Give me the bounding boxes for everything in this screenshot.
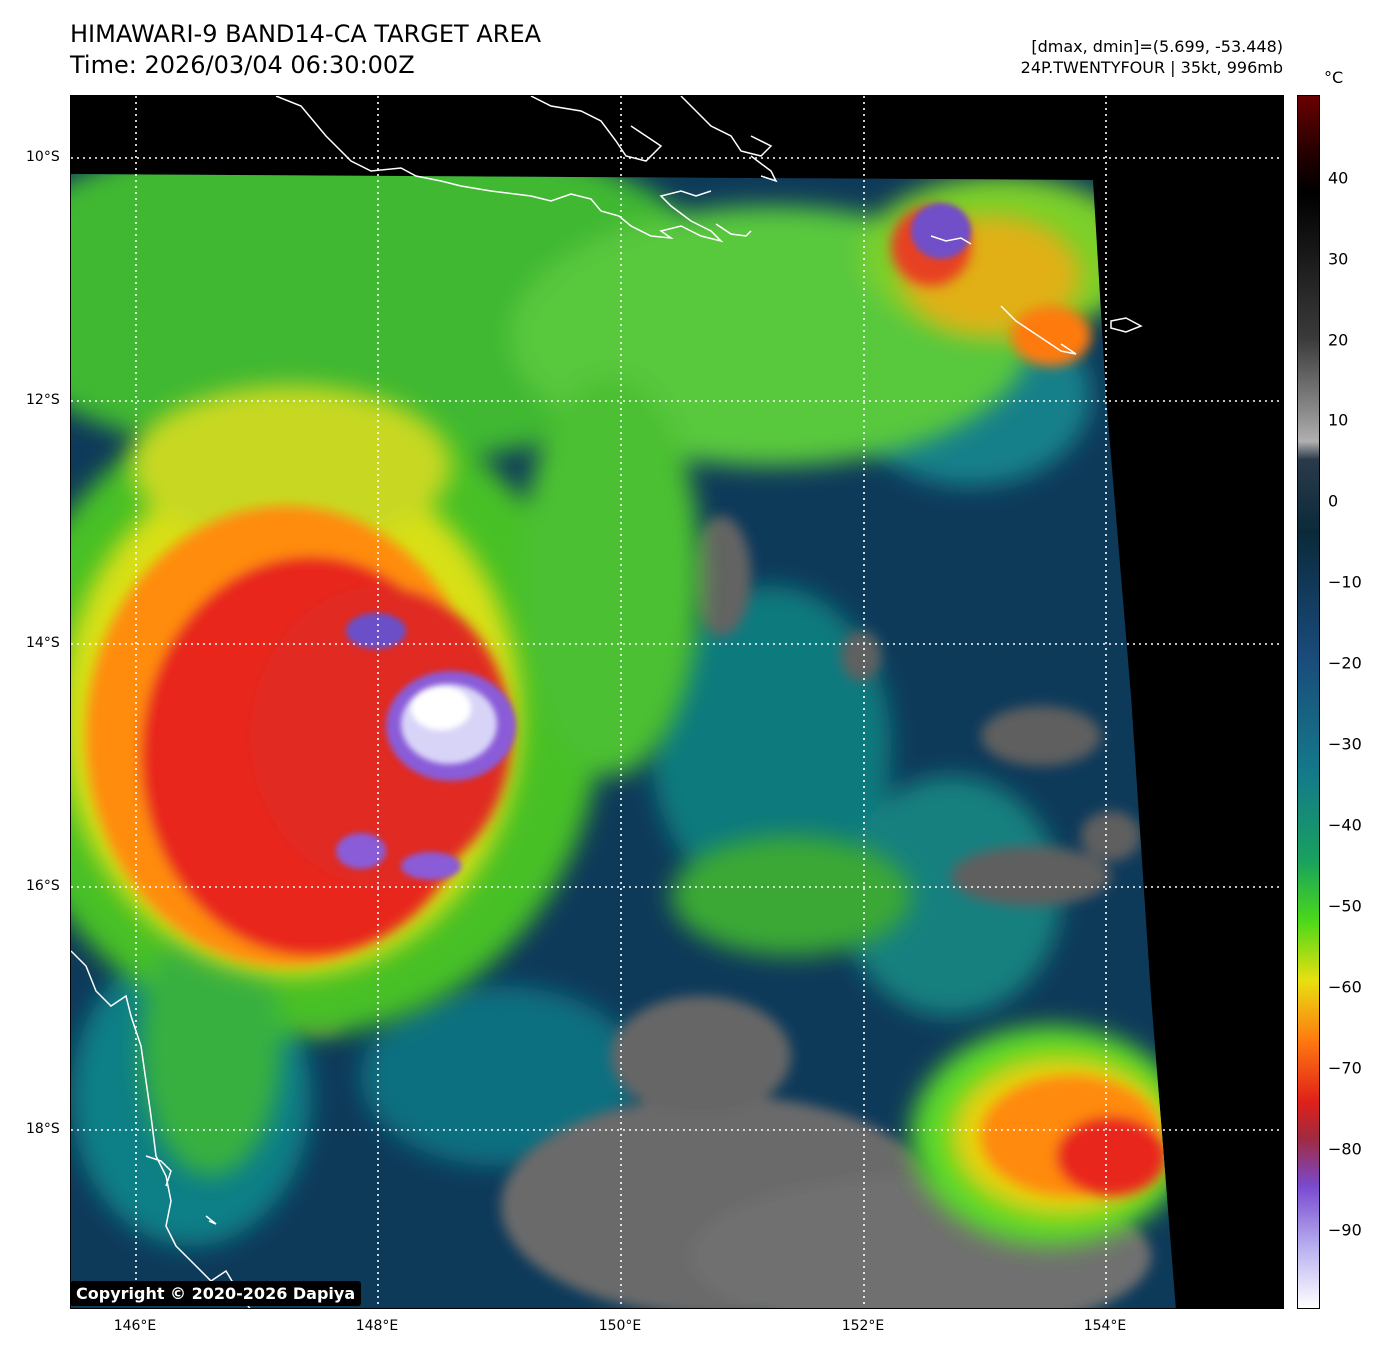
colorbar-tick-40: 40: [1328, 168, 1349, 188]
lat-label-18s: 18°S: [26, 1121, 60, 1137]
colorbar-tick-10: 10: [1328, 410, 1349, 430]
storm-info: 24P.TWENTYFOUR | 35kt, 996mb: [1020, 58, 1283, 77]
map-title: HIMAWARI-9 BAND14-CA TARGET AREA: [70, 20, 542, 48]
lon-label-154e: 154°E: [1083, 1318, 1127, 1334]
lat-label-12s: 12°S: [26, 392, 60, 408]
colorbar-tick-minus30: −30: [1328, 734, 1362, 754]
colorbar-tick-minus80: −80: [1328, 1139, 1362, 1159]
swath-imagery: [71, 174, 1176, 1308]
copyright-label: Copyright © 2020-2026 Dapiya: [70, 1281, 362, 1306]
colorbar: [1297, 95, 1320, 1309]
colorbar-tick-0: 0: [1328, 491, 1339, 511]
lon-label-150e: 150°E: [598, 1318, 642, 1334]
lat-label-16s: 16°S: [26, 878, 60, 894]
colorbar-tick-minus60: −60: [1328, 977, 1362, 997]
colorbar-gradient: [1298, 96, 1319, 1308]
colorbar-tick-minus50: −50: [1328, 896, 1362, 916]
lon-label-146e: 146°E: [113, 1318, 157, 1334]
colorbar-tick-20: 20: [1328, 330, 1349, 350]
colorbar-tick-minus70: −70: [1328, 1058, 1362, 1078]
colorbar-tick-minus20: −20: [1328, 653, 1362, 673]
data-range: [dmax, dmin]=(5.699, -53.448): [1031, 37, 1283, 56]
lat-label-10s: 10°S: [26, 149, 60, 165]
lon-label-152e: 152°E: [841, 1318, 885, 1334]
clear-sky-areas: [296, 516, 1151, 1308]
map-time: Time: 2026/03/04 06:30:00Z: [70, 51, 415, 79]
satellite-map: [70, 95, 1284, 1309]
colorbar-unit: °C: [1324, 68, 1344, 87]
colorbar-tick-30: 30: [1328, 249, 1349, 269]
satellite-imagery: [71, 96, 1283, 1308]
colorbar-tick-minus40: −40: [1328, 815, 1362, 835]
lat-label-14s: 14°S: [26, 635, 60, 651]
colorbar-tick-minus90: −90: [1328, 1220, 1362, 1240]
lon-label-148e: 148°E: [355, 1318, 399, 1334]
gridlines: [71, 96, 1283, 1308]
colorbar-tick-minus10: −10: [1328, 572, 1362, 592]
